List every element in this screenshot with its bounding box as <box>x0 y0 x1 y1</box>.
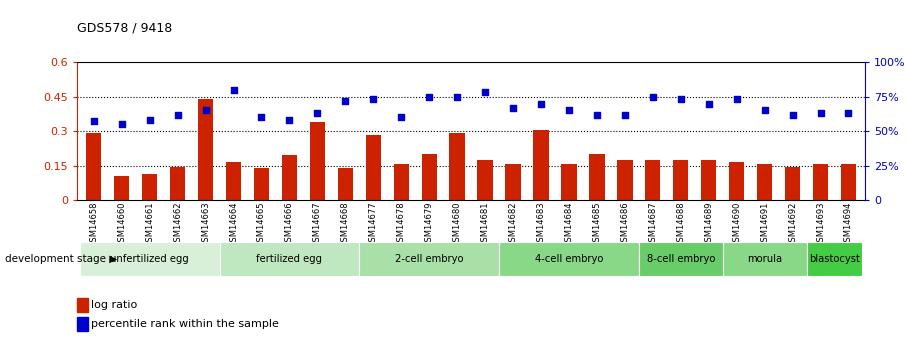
Bar <box>310 122 325 200</box>
Bar <box>701 160 717 200</box>
Point <box>310 110 324 116</box>
Bar <box>219 241 360 276</box>
Bar <box>723 241 806 276</box>
Bar <box>366 135 381 200</box>
Text: 2-cell embryo: 2-cell embryo <box>395 254 464 264</box>
Bar <box>639 241 723 276</box>
Point <box>729 97 744 102</box>
Bar <box>506 165 521 200</box>
Point <box>562 108 576 113</box>
Text: development stage ▶: development stage ▶ <box>5 254 117 264</box>
Bar <box>757 165 772 200</box>
Point <box>618 112 632 117</box>
Point <box>701 101 716 106</box>
Bar <box>142 174 158 200</box>
Point <box>646 94 660 99</box>
Bar <box>499 241 639 276</box>
Text: log ratio: log ratio <box>91 300 137 310</box>
Bar <box>80 241 219 276</box>
Bar <box>421 154 437 200</box>
Point <box>170 112 185 117</box>
Point <box>394 115 409 120</box>
Point <box>841 110 855 116</box>
Bar <box>561 165 576 200</box>
Bar <box>198 99 213 200</box>
Text: 8-cell embryo: 8-cell embryo <box>647 254 715 264</box>
Bar <box>589 154 604 200</box>
Point <box>338 98 352 104</box>
Bar <box>449 134 465 200</box>
Bar <box>114 176 130 200</box>
Bar <box>226 162 241 200</box>
Bar <box>477 160 493 200</box>
Bar <box>841 165 856 200</box>
Point <box>114 121 129 127</box>
Bar <box>360 241 499 276</box>
Point <box>226 87 241 92</box>
Point <box>814 110 828 116</box>
Point <box>282 117 296 123</box>
Point <box>673 97 688 102</box>
Text: blastocyst: blastocyst <box>809 254 860 264</box>
Bar <box>617 160 632 200</box>
Point <box>534 101 548 106</box>
Bar <box>170 167 186 200</box>
Point <box>255 115 269 120</box>
Bar <box>393 165 409 200</box>
Bar <box>645 160 660 200</box>
Point <box>477 90 492 95</box>
Bar <box>673 160 689 200</box>
Point <box>590 112 604 117</box>
Point <box>198 108 213 113</box>
Text: 4-cell embryo: 4-cell embryo <box>535 254 603 264</box>
Point <box>366 97 381 102</box>
Bar <box>86 134 101 200</box>
Bar <box>813 165 828 200</box>
Text: percentile rank within the sample: percentile rank within the sample <box>91 319 278 329</box>
Point <box>450 94 465 99</box>
Bar <box>785 167 800 200</box>
Bar <box>282 155 297 200</box>
Text: fertilized egg: fertilized egg <box>256 254 323 264</box>
Bar <box>729 162 745 200</box>
Text: unfertilized egg: unfertilized egg <box>111 254 189 264</box>
Point <box>142 117 157 123</box>
Point <box>506 105 520 110</box>
Point <box>87 119 101 124</box>
Point <box>786 112 800 117</box>
Point <box>757 108 772 113</box>
Text: GDS578 / 9418: GDS578 / 9418 <box>77 21 172 34</box>
Text: morula: morula <box>747 254 782 264</box>
Bar <box>254 168 269 200</box>
Bar <box>534 130 549 200</box>
Bar <box>806 241 863 276</box>
Point <box>422 94 437 99</box>
Bar <box>338 168 353 200</box>
